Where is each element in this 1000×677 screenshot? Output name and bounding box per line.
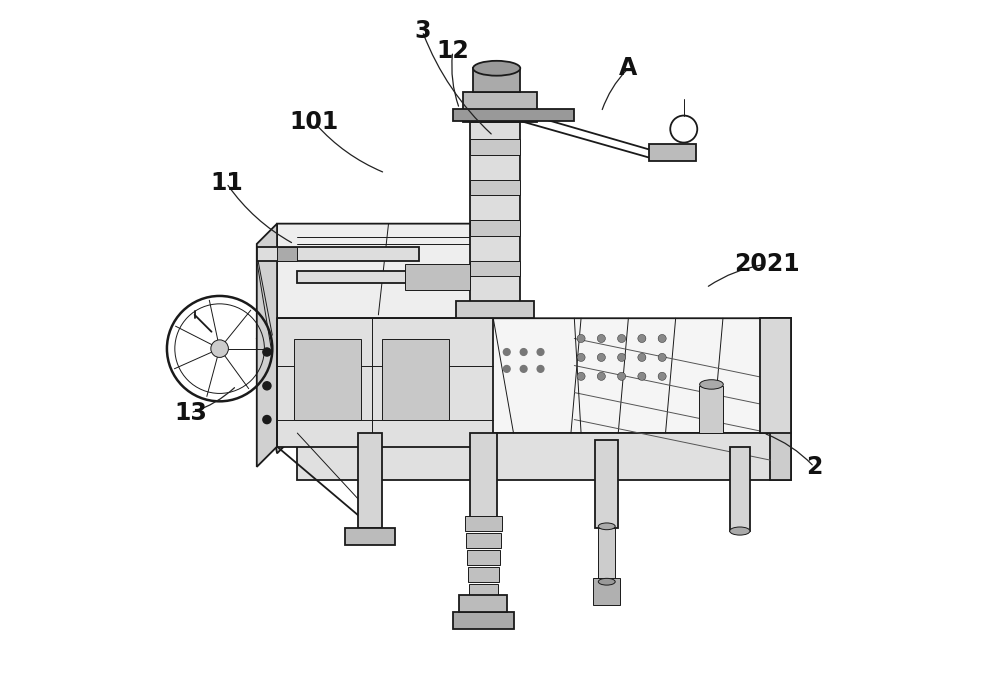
Polygon shape	[470, 220, 520, 236]
Polygon shape	[463, 92, 537, 123]
Text: 3: 3	[414, 19, 431, 43]
Polygon shape	[459, 595, 507, 612]
Polygon shape	[382, 338, 449, 420]
Polygon shape	[277, 318, 493, 447]
Text: 2021: 2021	[734, 253, 800, 276]
Polygon shape	[470, 139, 520, 155]
Polygon shape	[470, 261, 520, 276]
Circle shape	[638, 353, 646, 362]
Circle shape	[263, 416, 271, 424]
Polygon shape	[466, 533, 501, 548]
Polygon shape	[473, 68, 520, 92]
Polygon shape	[470, 179, 520, 195]
Polygon shape	[358, 433, 382, 527]
Circle shape	[597, 334, 605, 343]
Polygon shape	[470, 433, 497, 527]
Circle shape	[658, 372, 666, 380]
Ellipse shape	[730, 527, 750, 535]
Circle shape	[520, 349, 527, 355]
Polygon shape	[257, 318, 297, 454]
Polygon shape	[649, 144, 696, 162]
Circle shape	[618, 372, 626, 380]
Circle shape	[263, 348, 271, 356]
Circle shape	[618, 353, 626, 362]
Polygon shape	[297, 433, 791, 481]
Circle shape	[537, 349, 544, 355]
Text: 101: 101	[290, 110, 339, 134]
Circle shape	[263, 382, 271, 390]
Text: A: A	[619, 56, 637, 81]
Ellipse shape	[473, 61, 520, 76]
Text: 13: 13	[174, 401, 207, 424]
Circle shape	[577, 372, 585, 380]
Polygon shape	[699, 386, 723, 433]
Ellipse shape	[700, 380, 723, 389]
Polygon shape	[598, 527, 615, 582]
Text: 12: 12	[436, 39, 469, 64]
Polygon shape	[297, 271, 466, 283]
Polygon shape	[468, 567, 499, 582]
Polygon shape	[469, 584, 498, 598]
Polygon shape	[277, 247, 297, 261]
Polygon shape	[456, 301, 534, 318]
Polygon shape	[345, 527, 395, 544]
Circle shape	[520, 366, 527, 372]
Circle shape	[211, 340, 228, 357]
Polygon shape	[453, 109, 574, 121]
Polygon shape	[470, 123, 520, 318]
Text: 11: 11	[210, 171, 243, 195]
Polygon shape	[277, 223, 493, 318]
Polygon shape	[405, 264, 470, 290]
Polygon shape	[593, 578, 620, 605]
Ellipse shape	[598, 578, 615, 585]
Circle shape	[618, 334, 626, 343]
Circle shape	[577, 353, 585, 362]
Polygon shape	[730, 447, 750, 531]
Circle shape	[658, 353, 666, 362]
Polygon shape	[277, 318, 791, 433]
Polygon shape	[294, 338, 361, 420]
Circle shape	[503, 366, 510, 372]
Polygon shape	[257, 247, 419, 261]
Ellipse shape	[598, 523, 615, 529]
Circle shape	[577, 334, 585, 343]
Circle shape	[638, 334, 646, 343]
Circle shape	[537, 366, 544, 372]
Polygon shape	[465, 516, 502, 531]
Polygon shape	[770, 318, 791, 481]
Circle shape	[638, 372, 646, 380]
Text: 2: 2	[806, 455, 822, 479]
Circle shape	[597, 353, 605, 362]
Polygon shape	[453, 612, 514, 629]
Circle shape	[658, 334, 666, 343]
Polygon shape	[595, 440, 618, 527]
Polygon shape	[467, 550, 500, 565]
Circle shape	[597, 372, 605, 380]
Circle shape	[503, 349, 510, 355]
Polygon shape	[760, 318, 791, 433]
Polygon shape	[257, 223, 277, 467]
